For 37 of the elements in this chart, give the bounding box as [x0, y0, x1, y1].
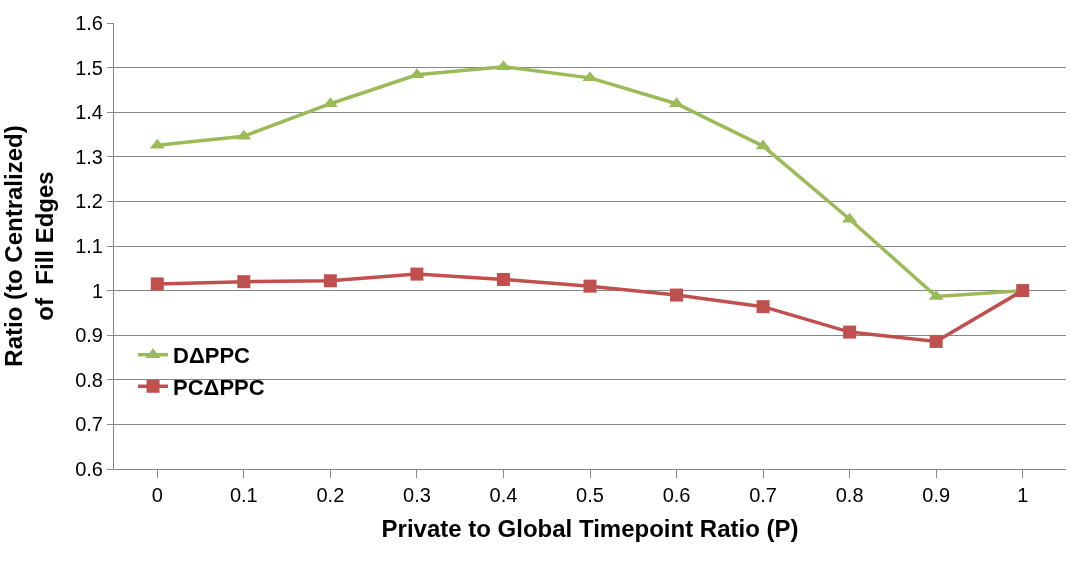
y-tick-label: 0.7 [75, 413, 103, 436]
x-tick-label: 0.8 [835, 484, 864, 506]
x-tick-label: 0.4 [489, 484, 518, 506]
point [670, 288, 684, 302]
x-tick-label: 0.2 [316, 484, 345, 506]
legend-label: DΔPPC [173, 343, 251, 369]
point [323, 274, 337, 288]
x-axis-title: Private to Global Timepoint Ratio (P) [381, 515, 799, 543]
x-tick-label: 0.5 [576, 484, 604, 506]
point [929, 334, 943, 348]
x-tick-label: 1 [1017, 484, 1029, 506]
y-axis-title: Ratio (to Centralized) of Fill Edges [0, 125, 59, 367]
point [496, 272, 510, 286]
point [237, 275, 251, 289]
legend-label: PCΔPPC [173, 374, 265, 400]
point [150, 277, 164, 291]
point [583, 279, 597, 293]
y-tick-label: 0.8 [75, 368, 103, 391]
y-tick-label: 0.6 [75, 458, 103, 480]
x-tick-label: 0.9 [922, 484, 951, 506]
y-tick-label: 1.6 [75, 12, 103, 34]
point [843, 325, 857, 339]
point [756, 300, 770, 314]
x-tick-label: 0.3 [403, 484, 431, 506]
y-tick-label: 1 [91, 279, 103, 302]
y-tick-label: 1.4 [75, 101, 103, 124]
x-tick-label: 0.1 [229, 484, 258, 506]
x-tick-label: 0.6 [662, 484, 691, 506]
y-tick-label: 0.9 [75, 324, 103, 347]
y-tick-label: 1.2 [75, 190, 103, 213]
x-tick-label: 0 [151, 484, 163, 506]
y-tick-label: 1.1 [75, 235, 103, 257]
y-tick-label: 1.5 [75, 56, 103, 79]
y-tick-label: 1.3 [75, 145, 103, 168]
point [410, 267, 424, 281]
point [1016, 284, 1030, 298]
x-tick-label: 0.7 [749, 484, 777, 506]
